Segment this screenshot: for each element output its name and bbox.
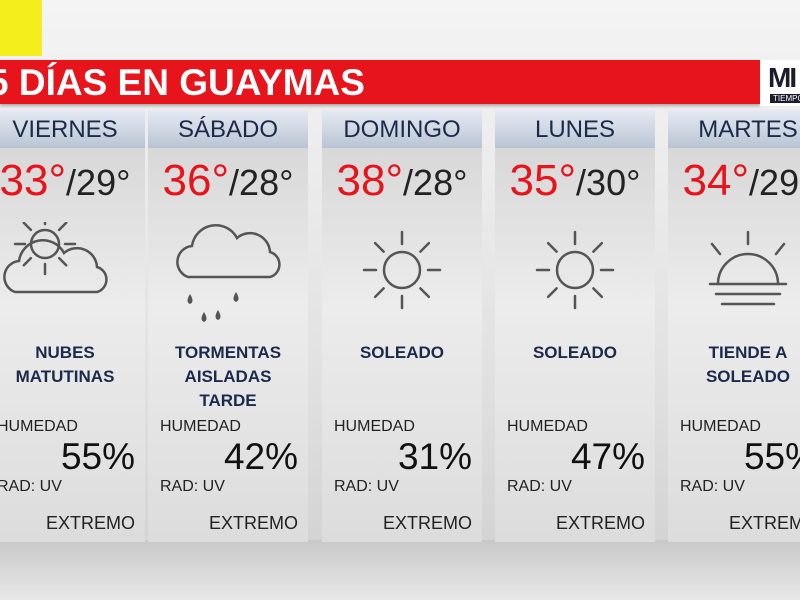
condition: SOLEADO: [322, 341, 482, 365]
icon-graphic: [535, 230, 615, 310]
high-temp: 34°: [682, 156, 750, 205]
condition-line: AISLADAS: [184, 367, 272, 386]
humidity-label: HUMEDAD: [507, 418, 588, 435]
uv-value: EXTREMO: [45, 513, 135, 533]
low-temp: /28°: [229, 162, 294, 203]
temperature: 33°/29°: [0, 156, 145, 206]
weather-icon: [495, 222, 655, 327]
condition-line: SOLEADO: [359, 343, 445, 362]
low-temp: /29°: [66, 162, 131, 203]
condition-line: TIENDE A: [708, 343, 788, 362]
day-card: [322, 148, 482, 542]
uv-value: EXTREMO: [382, 513, 472, 533]
high-temp: 33°: [0, 156, 67, 205]
title-banner: [0, 60, 760, 104]
condition: TIENDE A SOLEADO: [668, 341, 800, 389]
humidity-label: HUMEDAD: [680, 418, 761, 435]
low-temp: /29°: [749, 162, 800, 203]
humidity-label: HUMEDAD: [160, 418, 241, 435]
temperature: 35°/30°: [495, 156, 655, 206]
high-temp: 35°: [509, 156, 577, 205]
condition-line: TARDE: [199, 391, 257, 410]
humidity: 42%: [223, 436, 298, 477]
day-card: [495, 148, 655, 542]
day-name: SÁBADO: [148, 110, 308, 148]
uv-label: RAD: UV: [680, 478, 745, 495]
day-name: VIERNES: [0, 110, 145, 148]
uv-value: EXTREMO: [208, 513, 298, 533]
humidity: 55%: [60, 436, 135, 477]
condition-line: MATUTINAS: [15, 367, 115, 386]
day-card: [148, 148, 308, 542]
uv-label: RAD: UV: [507, 478, 572, 495]
temperature: 36°/28°: [148, 156, 308, 206]
uv-label: RAD: UV: [0, 478, 62, 495]
humidity-label: HUMEDAD: [334, 418, 415, 435]
uv-label: RAD: UV: [160, 478, 225, 495]
uv-value: EXTREMO: [555, 513, 645, 533]
title: 5 DÍAS EN GUAYMAS: [0, 62, 365, 103]
condition-line: TORMENTAS: [174, 343, 282, 362]
icon-graphic: [708, 230, 788, 306]
temperature: 38°/28°: [322, 156, 482, 206]
logo-sub: TIEMPO: [770, 94, 800, 103]
day-name: LUNES: [495, 110, 655, 148]
condition-line: SOLEADO: [532, 343, 618, 362]
icon-graphic: [176, 224, 281, 322]
humidity-label: HUMEDAD: [0, 418, 78, 435]
low-temp: /28°: [403, 162, 468, 203]
condition: TORMENTAS AISLADAS TARDE: [148, 341, 308, 413]
uv-label: RAD: UV: [334, 478, 399, 495]
condition: SOLEADO: [495, 341, 655, 365]
temperature: 34°/29°: [668, 156, 800, 206]
day-card: [668, 148, 800, 542]
condition: NUBES MATUTINAS: [0, 341, 145, 389]
day-name: MARTES: [668, 110, 800, 148]
low-temp: /30°: [576, 162, 641, 203]
weather-icon: [0, 212, 145, 327]
uv-value: EXTREMO: [728, 513, 800, 533]
weather-icon: [668, 222, 800, 327]
logo: MI: [768, 62, 797, 93]
humidity: 47%: [570, 436, 645, 477]
bottom-strip: [0, 540, 800, 600]
humidity: 31%: [397, 436, 472, 477]
humidity: 55%: [743, 436, 800, 477]
day-card: [0, 148, 145, 542]
icon-graphic: [362, 230, 442, 310]
corner-block: [0, 0, 42, 56]
high-temp: 36°: [162, 156, 230, 205]
weather-icon: [148, 222, 308, 327]
high-temp: 38°: [336, 156, 404, 205]
icon-graphic: [3, 212, 108, 294]
condition-line: NUBES: [35, 343, 95, 362]
weather-icon: [322, 222, 482, 327]
condition-line: SOLEADO: [705, 367, 791, 386]
day-name: DOMINGO: [322, 110, 482, 148]
